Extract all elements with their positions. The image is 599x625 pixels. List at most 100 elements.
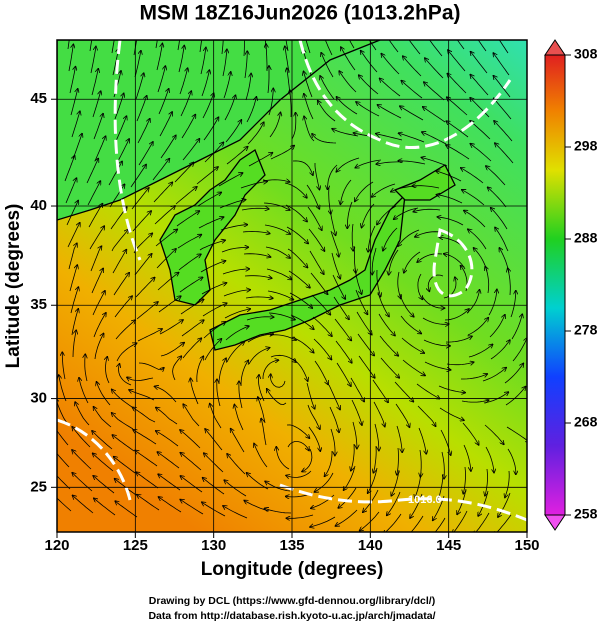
streamline — [222, 49, 227, 77]
streamline — [498, 492, 511, 517]
streamline — [134, 51, 141, 78]
streamline — [484, 424, 504, 444]
colorbar — [544, 54, 566, 516]
streamline — [325, 451, 333, 476]
streamline — [388, 40, 399, 53]
streamline — [248, 153, 273, 167]
streamline — [114, 93, 124, 120]
streamline — [112, 389, 133, 408]
colorbar-tick-label: 258 — [574, 506, 598, 522]
streamline — [307, 206, 322, 230]
streamline — [199, 40, 203, 53]
streamline — [328, 384, 340, 410]
streamline — [340, 179, 352, 204]
streamline — [310, 516, 336, 527]
streamline — [91, 69, 98, 96]
streamline — [156, 431, 179, 447]
streamline — [158, 89, 169, 115]
streamline — [178, 46, 184, 73]
streamline — [159, 112, 172, 137]
streamline — [404, 251, 421, 273]
streamline — [306, 382, 315, 409]
colorbar-tick-label: 288 — [574, 230, 598, 246]
streamline — [180, 453, 202, 471]
streamline — [489, 315, 505, 338]
streamlines — [57, 40, 527, 532]
streamline — [137, 495, 160, 511]
streamline — [422, 317, 449, 324]
streamline — [443, 277, 456, 299]
streamline — [135, 450, 158, 467]
streamline — [93, 476, 115, 494]
x-axis-label: Longitude (degrees) — [201, 559, 384, 580]
streamline — [445, 336, 472, 343]
streamline — [332, 274, 345, 299]
y-tick-label: 35 — [30, 296, 47, 313]
streamline — [241, 208, 269, 210]
streamline — [130, 165, 146, 188]
streamline — [116, 343, 137, 362]
streamline — [493, 53, 510, 76]
streamline — [265, 246, 290, 258]
streamline — [350, 377, 364, 402]
y-axis-label: Latitude (degrees) — [3, 204, 24, 369]
x-tick-label: 140 — [358, 537, 383, 554]
streamline — [244, 51, 247, 79]
streamline — [505, 387, 526, 406]
streamline — [197, 192, 221, 207]
streamline — [291, 336, 314, 353]
streamline — [379, 335, 398, 356]
streamline — [356, 102, 380, 117]
y-tick-label: 40 — [30, 197, 47, 214]
streamline — [204, 339, 222, 361]
streamline — [73, 495, 94, 514]
streamline — [463, 444, 471, 471]
streamline — [70, 89, 78, 116]
streamline — [314, 163, 320, 190]
streamline — [309, 250, 324, 274]
streamline — [136, 302, 158, 320]
streamline — [287, 441, 309, 451]
streamline — [109, 184, 125, 208]
streamline — [401, 81, 423, 99]
streamline — [402, 359, 425, 376]
streamline — [153, 182, 172, 203]
streamline — [203, 117, 219, 141]
streamline — [180, 430, 201, 449]
streamline — [243, 40, 245, 57]
streamline — [377, 105, 402, 119]
x-tick-label: 135 — [279, 537, 304, 554]
streamline — [93, 453, 114, 472]
streamline — [201, 70, 209, 97]
streamline — [180, 91, 191, 117]
streamline — [355, 159, 382, 168]
streamline — [231, 429, 245, 453]
streamline — [111, 40, 115, 54]
y-tick-label: 30 — [30, 390, 47, 407]
streamline — [444, 309, 469, 321]
streamline — [461, 400, 489, 402]
streamline — [415, 471, 422, 498]
streamline — [112, 435, 135, 452]
streamline — [442, 451, 444, 479]
streamline — [265, 481, 291, 492]
streamline — [157, 273, 179, 291]
streamline — [302, 448, 313, 472]
streamline — [421, 158, 448, 167]
streamline — [70, 287, 78, 314]
streamline — [248, 348, 270, 365]
streamline — [333, 296, 349, 319]
streamline — [467, 318, 488, 336]
streamline — [377, 205, 397, 225]
streamline — [75, 402, 90, 426]
streamline — [327, 164, 338, 189]
streamline — [203, 478, 225, 495]
streamline — [448, 50, 466, 72]
streamline — [111, 230, 128, 252]
streamline — [494, 98, 512, 120]
streamline — [494, 514, 512, 532]
streamline — [285, 204, 307, 222]
streamline — [488, 289, 497, 316]
axes: 120 125 130 135 140 145 150 25 30 35 40 45 258 268 278… — [30, 46, 597, 554]
streamline — [286, 424, 310, 438]
